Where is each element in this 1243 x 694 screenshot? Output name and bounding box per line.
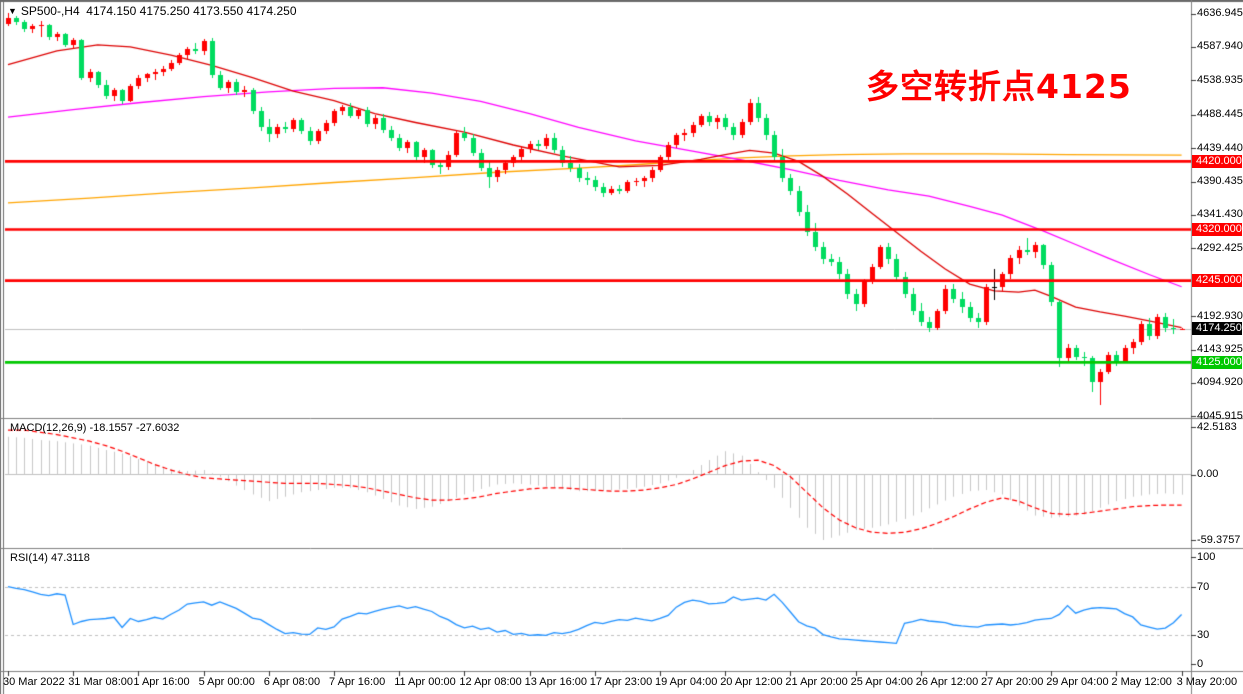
symbol-period-label: SP500-,H4: [20, 4, 80, 18]
rsi-name: RSI(14): [10, 552, 48, 564]
price-tick-label: 4439.440: [1197, 141, 1243, 154]
rsi-tick-label: 70: [1197, 580, 1210, 593]
time-tick-label: 12 Apr 08:00: [459, 676, 522, 688]
chart-title: ▼ SP500-,H4 4174.150 4175.250 4173.550 41…: [8, 4, 297, 18]
price-level-flag: 4245.000: [1192, 274, 1242, 288]
time-tick-label: 21 Apr 20:00: [785, 676, 848, 688]
rsi-tick-label: 30: [1197, 628, 1210, 641]
macd-values: -18.1557 -27.6032: [89, 422, 180, 434]
macd-name: MACD(12,26,9): [10, 422, 87, 434]
ohlc-values: 4174.150 4175.250 4173.550 4174.250: [86, 4, 297, 18]
macd-indicator-label: MACD(12,26,9) -18.1557 -27.6032: [10, 422, 179, 434]
price-tick-label: 4341.430: [1197, 208, 1243, 221]
price-level-flag: 4420.000: [1192, 154, 1242, 168]
price-level-flag: 4125.000: [1192, 355, 1242, 369]
time-tick-label: 27 Apr 20:00: [981, 676, 1044, 688]
rsi-value: 47.3118: [50, 552, 90, 564]
time-tick-label: 31 Mar 08:00: [68, 676, 134, 688]
price-tick-label: 4636.945: [1197, 7, 1243, 19]
price-tick-label: 4192.930: [1197, 309, 1243, 322]
time-tick-label: 30 Mar 2022: [3, 676, 65, 688]
rsi-indicator-label: RSI(14) 47.3118: [10, 552, 90, 564]
time-tick-label: 1 Apr 16:00: [133, 676, 190, 688]
price-level-flag: 4320.000: [1192, 223, 1242, 236]
time-tick-label: 11 Apr 00:00: [394, 676, 456, 688]
time-tick-label: 5 Apr 00:00: [198, 676, 255, 688]
time-tick-label: 17 Apr 23:00: [589, 676, 653, 688]
price-tick-label: 4488.445: [1197, 108, 1243, 121]
time-tick-label: 26 Apr 12:00: [915, 676, 979, 688]
macd-tick-label: 0.00: [1197, 468, 1219, 480]
price-tick-label: 4538.935: [1197, 73, 1243, 86]
price-tick-label: 4143.925: [1197, 343, 1243, 355]
time-tick-label: 2 May 12:00: [1111, 676, 1172, 688]
time-tick-label: 20 Apr 12:00: [720, 676, 783, 688]
symbol-dropdown-icon[interactable]: ▼: [8, 6, 17, 16]
rsi-tick-label: 100: [1197, 550, 1216, 563]
annotation-text[interactable]: 多空转折点4125: [866, 67, 1132, 106]
price-tick-label: 4390.435: [1197, 175, 1243, 187]
time-tick-label: 3 May 20:00: [1176, 676, 1238, 688]
price-tick-label: 4094.920: [1197, 376, 1243, 389]
price-tick-label: 4587.940: [1197, 40, 1243, 53]
price-tick-label: 4292.425: [1197, 241, 1243, 254]
time-tick-label: 25 Apr 04:00: [850, 676, 913, 688]
macd-tick-label: 42.5183: [1197, 420, 1237, 433]
time-tick-label: 7 Apr 16:00: [329, 676, 386, 688]
time-tick-label: 13 Apr 16:00: [524, 676, 587, 688]
macd-tick-label: -59.3757: [1197, 533, 1241, 546]
time-tick-label: 6 Apr 08:00: [263, 676, 321, 688]
time-tick-label: 29 Apr 04:00: [1046, 676, 1109, 688]
current-price-flag: 4174.250: [1192, 322, 1242, 336]
rsi-tick-label: 0: [1197, 657, 1204, 670]
time-tick-label: 19 Apr 04:00: [655, 676, 718, 688]
price-tick-label: 4045.915: [1197, 409, 1243, 422]
